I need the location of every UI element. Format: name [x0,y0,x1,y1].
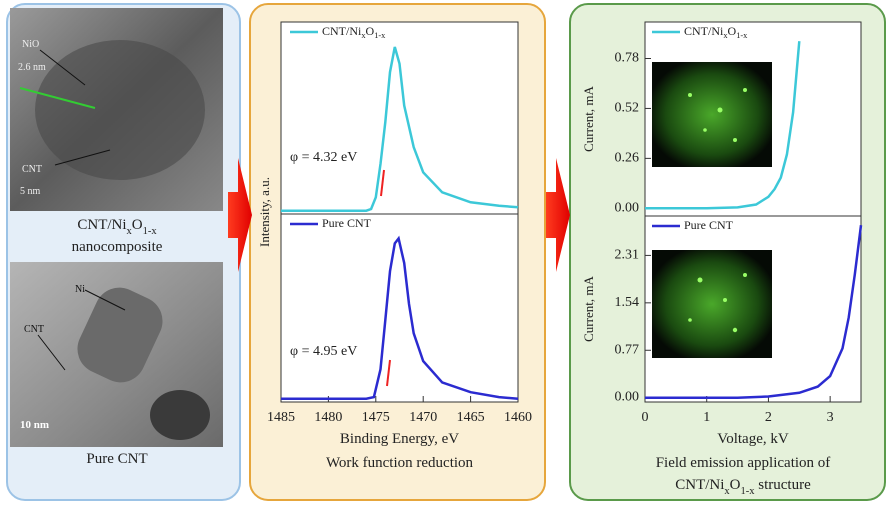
caption: Work function reduction [326,455,474,471]
caption: Pure CNT [86,451,147,467]
x-axis-label: Voltage, kV [717,431,789,447]
y-axis-label: Intensity, a.u. [257,177,272,247]
image-label: 2.6 nm [18,62,46,73]
y-tick-label: 0.77 [615,342,640,357]
y-tick-label: 0.00 [615,201,640,216]
x-tick-label: 1465 [457,410,485,425]
y-tick-label: 0.26 [615,151,640,166]
legend-label: Pure CNT [684,218,734,232]
x-tick-label: 1480 [314,410,342,425]
y-tick-label: 0.00 [615,390,640,405]
scale-label: 10 nm [20,419,49,431]
legend-label: Pure CNT [322,216,372,230]
annotation: φ = 4.32 eV [290,150,357,165]
y-tick-label: 0.78 [615,51,640,66]
x-tick-label: 3 [827,410,834,425]
y-axis-label: Current, mA [581,276,596,342]
tem-particle [35,40,205,180]
caption: nanocomposite [72,239,163,255]
x-axis-label: Binding Energy, eV [340,431,459,447]
y-tick-label: 1.54 [615,295,640,310]
image-label: CNT [22,164,42,175]
tem-particle [150,390,210,440]
y-tick-label: 2.31 [615,248,640,263]
arrow [546,158,570,272]
x-tick-label: 1485 [267,410,295,425]
image-label: 5 nm [20,186,41,197]
image-label: Ni [75,284,85,295]
x-tick-label: 1 [703,410,710,425]
x-tick-label: 1470 [409,410,437,425]
x-tick-label: 0 [642,410,649,425]
y-axis-label: Current, mA [581,86,596,152]
y-tick-label: 0.52 [615,101,640,116]
emission-image [652,250,772,358]
image-label: CNT [24,324,44,335]
graphical-abstract: NiO 2.6 nm CNT 5 nm Ni CNT 10 nm CNT/Nix… [0,0,889,506]
x-tick-label: 1475 [362,410,390,425]
emission-image [652,62,772,167]
annotation: φ = 4.95 eV [290,344,357,359]
x-tick-label: 2 [765,410,772,425]
x-tick-label: 1460 [504,410,532,425]
caption: Field emission application of [656,455,831,471]
image-label: NiO [22,39,39,50]
